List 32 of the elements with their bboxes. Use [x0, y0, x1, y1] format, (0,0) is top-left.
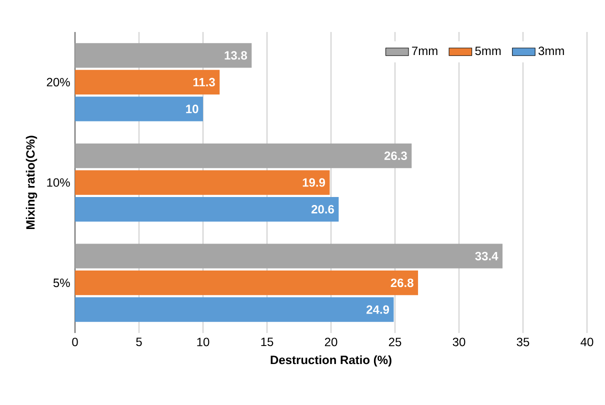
bar — [75, 170, 330, 195]
x-tick-label: 5 — [136, 338, 142, 346]
data-label: 26.8 — [390, 278, 414, 288]
x-tick-label: 10 — [197, 338, 210, 346]
x-tick-label: 40 — [580, 338, 594, 346]
legend-label: 3mm — [538, 46, 564, 56]
data-label: 24.9 — [366, 305, 390, 314]
y-tick-label: 20% — [46, 78, 70, 86]
data-label: 19.9 — [302, 178, 326, 187]
x-tick-label: 15 — [261, 338, 274, 346]
data-label: 26.3 — [384, 151, 407, 160]
bar — [75, 96, 204, 122]
legend-label: 7mm — [412, 46, 438, 55]
y-axis-title: Mixing ratio(C%) — [26, 136, 38, 230]
legend-label: 5mm — [475, 46, 501, 56]
bar — [75, 270, 418, 296]
y-tick-label: 10% — [47, 178, 70, 187]
x-tick-label: 20 — [324, 338, 338, 346]
data-label: 10 — [186, 104, 198, 114]
x-tick-label: 0 — [72, 338, 78, 346]
bar — [75, 297, 394, 322]
bar — [75, 196, 339, 222]
data-label: 13.8 — [224, 51, 248, 60]
bar — [75, 70, 220, 94]
data-label: 20.6 — [311, 205, 334, 214]
y-tick-label: 5% — [53, 278, 70, 288]
data-label: 11.3 — [193, 78, 215, 86]
x-tick-label: 30 — [452, 338, 466, 346]
x-axis-title: Destruction Ratio (%) — [270, 355, 392, 367]
x-tick-label: 35 — [516, 338, 530, 346]
x-tick-label: 25 — [388, 338, 402, 346]
data-label: 33.4 — [475, 252, 498, 260]
